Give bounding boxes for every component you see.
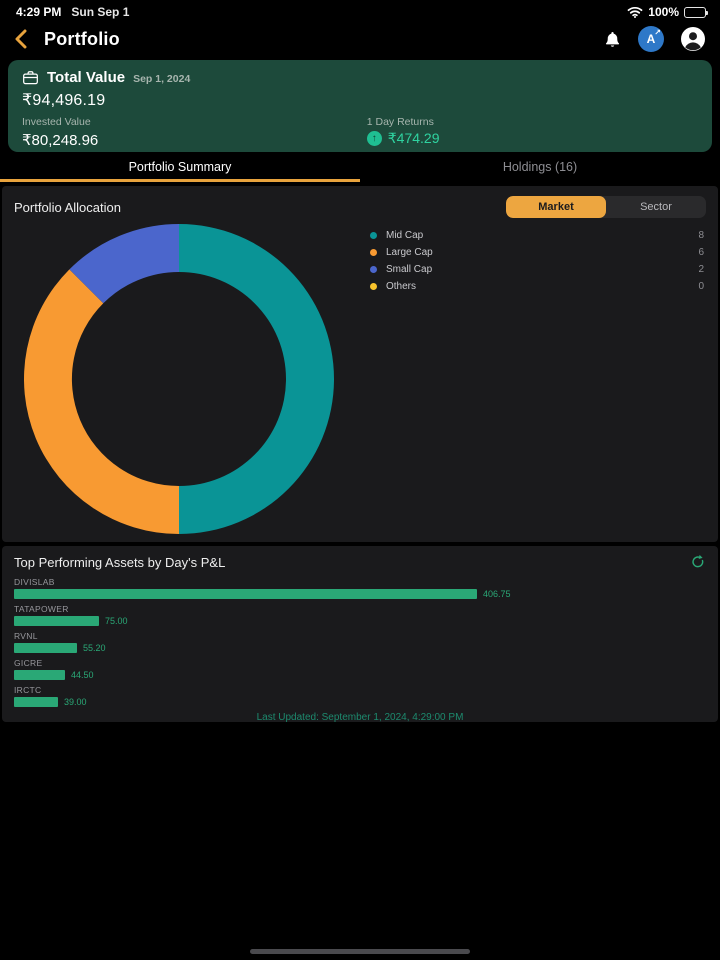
bar-asset-label: RVNL: [14, 631, 38, 641]
total-value-amount: ₹94,496.19: [22, 92, 106, 109]
bar-value-label: 75.00: [105, 616, 128, 626]
legend-dot-icon: [370, 283, 377, 290]
allocation-donut-chart: [14, 222, 344, 536]
bar-fill: [14, 643, 77, 653]
portfolio-allocation-card: Portfolio Allocation Market Sector Mid C…: [2, 186, 718, 542]
top-performers-title: Top Performing Assets by Day's P&L: [14, 554, 226, 570]
total-value-label: Total Value: [47, 69, 126, 86]
status-bar: 4:29 PM Sun Sep 1 100%: [0, 0, 720, 22]
tab-holdings[interactable]: Holdings (16): [502, 159, 578, 174]
status-date: Sun Sep 1: [71, 5, 130, 19]
battery-percent: 100%: [648, 5, 679, 19]
legend-label: Small Cap: [386, 264, 433, 275]
bar-fill: [14, 697, 58, 707]
legend-label: Large Cap: [386, 247, 433, 258]
legend-item-others[interactable]: Others 0: [370, 281, 704, 292]
total-value-card: Total Value Sep 1, 2024 ₹94,496.19 Inves…: [8, 60, 712, 152]
nav-bar: Portfolio A ↗: [0, 22, 720, 56]
profile-button[interactable]: [680, 26, 706, 52]
last-updated-text: Last Updated: September 1, 2024, 4:29:00…: [256, 712, 464, 723]
total-value-date: Sep 1, 2024: [133, 73, 191, 85]
clock: 4:29 PM: [16, 5, 62, 19]
briefcase-icon: [22, 70, 39, 85]
allocation-legend: Mid Cap 8 Large Cap 6 Small Cap 2 Others 0: [344, 222, 706, 536]
donut-segment-mid-cap[interactable]: [179, 224, 334, 534]
bar-fill: [14, 670, 65, 680]
legend-dot-icon: [370, 266, 377, 273]
refresh-icon: [692, 554, 704, 568]
bar-asset-label: DIVISLAB: [14, 577, 55, 587]
pnl-bar-chart: DIVISLAB 406.75 TATAPOWER 75.00 RVNL 55.20 GIC…: [14, 577, 706, 707]
legend-dot-icon: [370, 249, 377, 256]
legend-dot-icon: [370, 232, 377, 239]
top-performers-card: Top Performing Assets by Day's P&L DIVIS…: [2, 546, 718, 723]
bar-asset-label: GICRE: [14, 658, 43, 668]
legend-label: Others: [386, 281, 417, 292]
app-logo-icon[interactable]: A ↗: [638, 26, 664, 52]
battery-icon: [684, 6, 708, 18]
refresh-button[interactable]: [690, 554, 706, 570]
bar-asset-label: IRCTC: [14, 685, 42, 695]
home-indicator[interactable]: [250, 949, 470, 954]
bar-row-tatapower[interactable]: TATAPOWER 75.00: [14, 604, 706, 626]
bell-icon: [605, 31, 620, 47]
day-returns-label: 1 Day Returns: [366, 116, 434, 128]
app-logo-arrow: ↗: [654, 28, 661, 37]
app-logo-letter: A: [646, 32, 656, 46]
back-chevron-icon: [15, 29, 27, 49]
bar-row-irctc[interactable]: IRCTC 39.00: [14, 685, 706, 707]
bar-row-divislab[interactable]: DIVISLAB 406.75: [14, 577, 706, 599]
bar-value-label: 44.50: [71, 670, 94, 680]
notifications-button[interactable]: [603, 29, 622, 50]
bar-fill: [14, 589, 477, 599]
legend-count: 0: [698, 281, 704, 292]
bar-value-label: 55.20: [83, 643, 106, 653]
bar-asset-label: TATAPOWER: [14, 604, 69, 614]
allocation-title: Portfolio Allocation: [14, 199, 121, 215]
legend-item-mid-cap[interactable]: Mid Cap 8: [370, 230, 704, 241]
page-title: Portfolio: [44, 28, 120, 49]
legend-item-large-cap[interactable]: Large Cap 6: [370, 247, 704, 258]
legend-label: Mid Cap: [386, 230, 424, 241]
legend-item-small-cap[interactable]: Small Cap 2: [370, 264, 704, 275]
invested-value-label: Invested Value: [22, 116, 91, 128]
wifi-icon: [627, 6, 643, 18]
tab-portfolio-summary[interactable]: Portfolio Summary: [0, 154, 360, 182]
bar-row-gicre[interactable]: GICRE 44.50: [14, 658, 706, 680]
bar-row-rvnl[interactable]: RVNL 55.20: [14, 631, 706, 653]
market-sector-toggle: Market Sector: [506, 196, 706, 218]
toggle-market-button[interactable]: Market: [506, 196, 606, 218]
bar-value-label: 39.00: [64, 697, 87, 707]
legend-count: 6: [698, 247, 704, 258]
day-returns-amount: ₹474.29: [387, 130, 440, 146]
donut-segment-large-cap[interactable]: [24, 269, 179, 534]
bar-fill: [14, 616, 99, 626]
invested-value-amount: ₹80,248.96: [22, 132, 99, 149]
donut-segment-small-cap[interactable]: [69, 224, 179, 304]
legend-count: 2: [698, 264, 704, 275]
donut-chart-svg: [24, 224, 334, 534]
returns-up-arrow-icon: ↑: [366, 131, 382, 146]
bar-value-label: 406.75: [483, 589, 511, 599]
toggle-sector-button[interactable]: Sector: [640, 201, 672, 213]
profile-icon: [681, 27, 705, 51]
tab-bar: Portfolio Summary Holdings (16): [0, 154, 720, 182]
back-button[interactable]: [14, 28, 36, 50]
legend-count: 8: [698, 230, 704, 241]
